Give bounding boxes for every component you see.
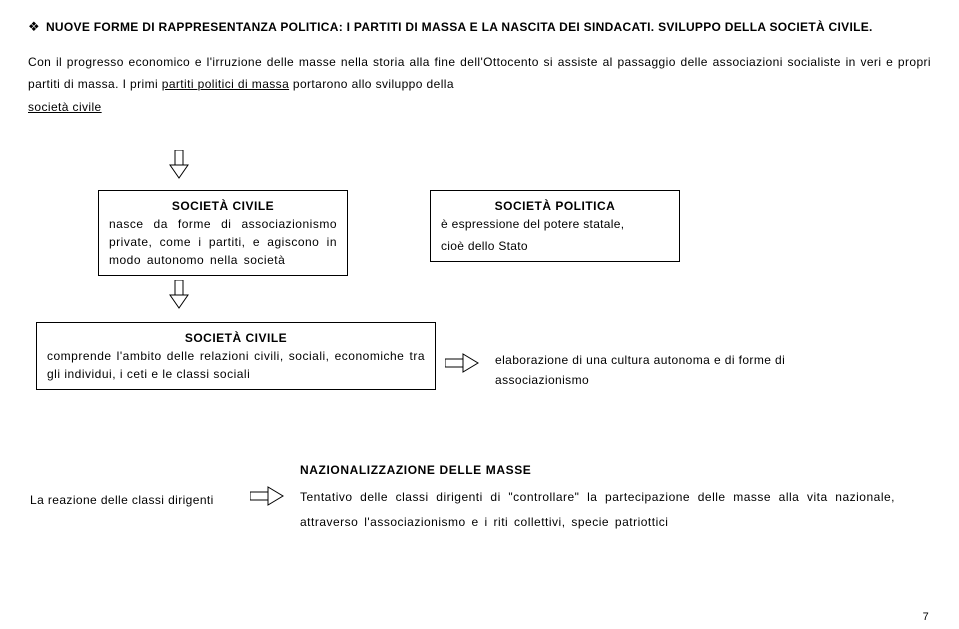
naz-title: NAZIONALIZZAZIONE DELLE MASSE	[300, 460, 900, 480]
box-societa-civile-2: SOCIETÀ CIVILE comprende l'ambito delle …	[36, 322, 436, 390]
box-societa-politica: SOCIETÀ POLITICA è espressione del poter…	[430, 190, 680, 262]
reaction-label: La reazione delle classi dirigenti	[30, 490, 240, 510]
arrow-right-icon	[445, 352, 481, 374]
intro-paragraph: Con il progresso economico e l'irruzione…	[28, 51, 931, 118]
intro-mid: portarono allo sviluppo della	[289, 77, 454, 91]
arrow-right-icon	[250, 485, 286, 507]
box2-title: SOCIETÀ POLITICA	[441, 197, 669, 215]
elaboration-text: elaborazione di una cultura autonoma e d…	[495, 350, 795, 391]
arrow-down-icon	[168, 280, 190, 310]
box3-body: comprende l'ambito delle relazioni civil…	[47, 347, 425, 383]
intro-underline-1: partiti politici di massa	[162, 77, 289, 91]
bullet-icon: ❖	[28, 20, 40, 33]
page-number: 7	[923, 611, 929, 623]
box2-line2: cioè dello Stato	[441, 237, 669, 255]
box3-title: SOCIETÀ CIVILE	[47, 329, 425, 347]
box1-title: SOCIETÀ CIVILE	[109, 197, 337, 215]
box2-line1: è espressione del potere statale,	[441, 215, 669, 233]
box1-body: nasce da forme di associazionismo privat…	[109, 215, 337, 269]
arrow-down-icon	[168, 150, 190, 180]
intro-underline-2: società civile	[28, 100, 102, 114]
naz-body: Tentativo delle classi dirigenti di "con…	[300, 485, 895, 535]
page-title: NUOVE FORME DI RAPPRESENTANZA POLITICA: …	[46, 18, 873, 37]
box-societa-civile-1: SOCIETÀ CIVILE nasce da forme di associa…	[98, 190, 348, 276]
